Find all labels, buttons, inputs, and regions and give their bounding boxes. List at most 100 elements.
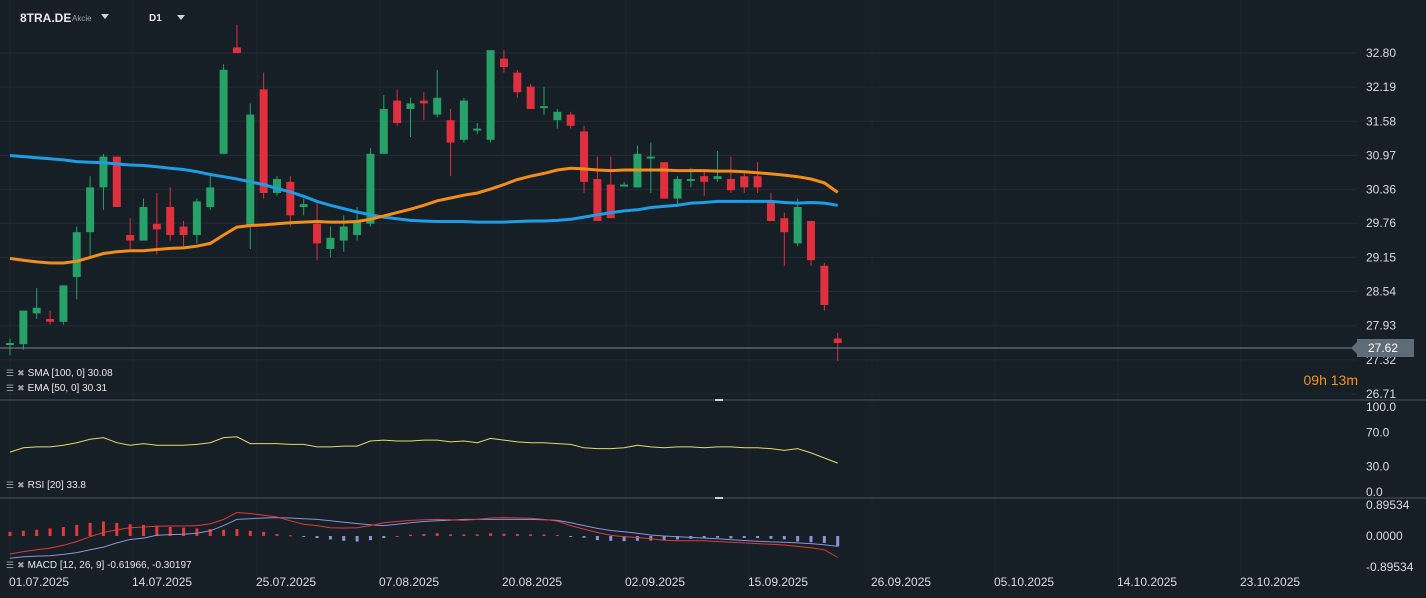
date-tick-label: 07.08.2025 <box>379 575 439 589</box>
candle-body <box>593 178 602 221</box>
candle-body <box>206 187 215 207</box>
macd-histogram-bar <box>328 536 332 540</box>
macd-histogram-bar <box>729 536 733 539</box>
candle-body <box>526 86 535 109</box>
close-icon[interactable]: ✖ <box>17 383 25 393</box>
candle-body <box>419 100 428 104</box>
candle-body <box>19 310 28 345</box>
candle-body <box>59 285 68 322</box>
chevron-down-icon[interactable] <box>101 14 109 19</box>
candle-body <box>32 307 41 314</box>
candle-body <box>152 223 161 230</box>
macd-tick-label: 0.0000 <box>1366 529 1403 543</box>
candle-body <box>686 178 695 181</box>
candle-body <box>246 114 255 227</box>
menu-icon[interactable]: ☰ <box>6 560 15 570</box>
macd-histogram-bar <box>395 536 399 537</box>
macd-histogram-bar <box>529 534 533 536</box>
y-axis[interactable]: 32.80 32.19 31.58 30.97 30.36 29.76 29.15 28.54… <box>1366 46 1414 574</box>
sma-legend[interactable]: ☰ ✖ SMA [100, 0] 30.08 <box>6 368 113 379</box>
candle-body <box>353 220 362 235</box>
close-icon[interactable]: ✖ <box>17 560 25 570</box>
symbol-name[interactable]: 8TRA.DE <box>20 11 72 25</box>
price-tick-label: 29.15 <box>1366 250 1396 264</box>
ema-legend[interactable]: ☰ ✖ EMA [50, 0] 30.31 <box>6 383 107 394</box>
rsi-legend-label: RSI [20] 33.8 <box>27 480 86 491</box>
candle-body <box>393 100 402 123</box>
macd-histogram-bar <box>21 530 25 536</box>
macd-histogram-bar <box>8 531 12 536</box>
date-tick-label: 20.08.2025 <box>502 575 562 589</box>
timeframe-label[interactable]: D1 <box>149 13 162 24</box>
macd-histogram-bar <box>502 533 506 536</box>
macd-signal-line <box>9 517 838 559</box>
macd-histogram-bar <box>435 533 439 536</box>
macd-histogram-bar <box>368 536 372 541</box>
candle-body <box>566 114 575 126</box>
macd-histogram-bar <box>609 536 613 541</box>
price-tick-label: 26.71 <box>1366 387 1396 401</box>
menu-icon[interactable]: ☰ <box>6 480 15 490</box>
rsi-tick-label: 100.0 <box>1366 400 1396 414</box>
macd-histogram-bar <box>702 536 706 539</box>
macd-histogram-bar <box>582 536 586 538</box>
macd-histogram-bar <box>101 521 105 536</box>
candle-body <box>433 97 442 115</box>
candle-body <box>807 220 815 261</box>
candle-body <box>753 176 762 188</box>
instrument-type: Akcie <box>72 14 92 23</box>
x-axis[interactable]: 01.07.2025 14.07.2025 25.07.2025 07.08.2025… <box>9 575 1300 589</box>
macd-legend-label: MACD [12, 26, 9] -0.61966, -0.30197 <box>27 560 192 571</box>
macd-histogram-bar <box>716 536 720 538</box>
macd-histogram-bar <box>155 525 159 536</box>
rsi-legend[interactable]: ☰ ✖ RSI [20] 33.8 <box>6 480 86 491</box>
macd-histogram-bar <box>809 536 813 543</box>
macd-histogram-bar <box>595 536 599 541</box>
rsi-tick-label: 30.0 <box>1366 460 1390 474</box>
price-tick-label: 29.76 <box>1366 216 1396 230</box>
candle-body <box>700 176 709 182</box>
candle-body <box>459 100 468 140</box>
panel-drag-handle[interactable] <box>715 497 723 499</box>
macd-histogram-bar <box>756 536 760 539</box>
candle-body <box>513 72 522 93</box>
candle-body <box>99 156 108 188</box>
candle-body <box>780 218 789 233</box>
price-tick-label: 32.80 <box>1366 46 1396 60</box>
candle-body <box>112 156 121 207</box>
candle-body <box>339 226 348 241</box>
candle-body <box>660 162 669 199</box>
candle-body <box>713 176 722 179</box>
sma-100-line <box>9 154 838 224</box>
grid-lines <box>0 0 1357 576</box>
candle-body <box>273 178 281 193</box>
candle-countdown: 09h 13m <box>1303 372 1358 388</box>
price-tick-label: 30.36 <box>1366 183 1396 197</box>
candle-body <box>326 237 335 249</box>
macd-histogram-bar <box>515 533 519 536</box>
macd-histogram-bar <box>462 534 466 536</box>
candle-body <box>606 184 615 219</box>
macd-histogram-bar <box>302 536 306 537</box>
macd-histogram-bar <box>676 536 679 540</box>
candle-body <box>46 318 55 322</box>
macd-legend[interactable]: ☰ ✖ MACD [12, 26, 9] -0.61966, -0.30197 <box>6 560 192 571</box>
macd-histogram-bar <box>355 536 359 542</box>
close-icon[interactable]: ✖ <box>17 480 25 490</box>
macd-histogram-bar <box>622 536 626 542</box>
candle-body <box>259 89 268 193</box>
menu-icon[interactable]: ☰ <box>6 368 15 378</box>
macd-histogram-bar <box>409 534 412 536</box>
close-icon[interactable]: ✖ <box>17 368 25 378</box>
candle-body <box>379 108 388 154</box>
ema-50-line <box>9 166 839 265</box>
menu-icon[interactable]: ☰ <box>6 383 15 393</box>
panel-drag-handle[interactable] <box>715 399 723 401</box>
macd-tick-label: 0.89534 <box>1366 498 1410 512</box>
candle-body <box>313 223 322 244</box>
chevron-down-icon[interactable] <box>177 15 185 20</box>
macd-histogram-bar <box>195 528 199 536</box>
macd-histogram-bar <box>262 531 266 536</box>
candle-body <box>126 234 135 241</box>
